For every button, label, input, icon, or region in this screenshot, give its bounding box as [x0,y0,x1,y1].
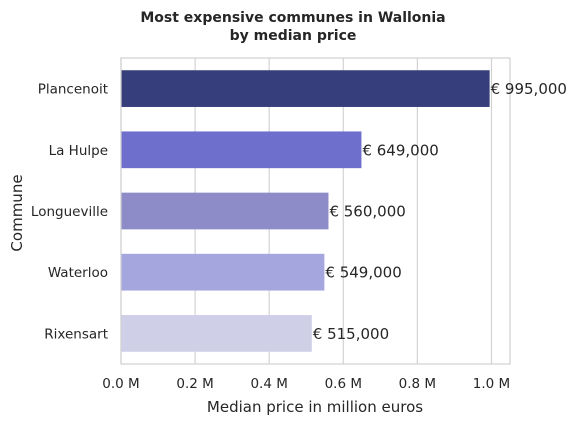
x-tick-label: 0.2 M [176,376,213,392]
chart-title-line1: Most expensive communes in Wallonia [140,10,445,26]
plot-frame [120,57,511,365]
data-labels: € 995,000 € 649,000 € 560,000 € 549,000 € 51… [313,80,567,343]
y-tick-label: Waterloo [48,265,108,281]
data-label: € 995,000 [491,80,567,98]
x-axis-label: Median price in million euros [207,398,423,416]
x-tick-label: 0.4 M [250,376,287,392]
bar [121,315,312,352]
data-label: € 549,000 [325,264,401,282]
y-tick-label: Longueville [31,204,108,220]
y-tick-label: Plancenoit [38,82,108,98]
chart-title-line2: by median price [230,28,357,44]
bar [121,70,490,107]
data-label: € 560,000 [329,203,405,221]
data-label: € 649,000 [362,141,438,159]
y-axis-label: Commune [8,174,26,251]
x-tick-labels: 0.0 M 0.2 M 0.4 M 0.6 M 0.8 M 1.0 M [102,376,510,392]
x-tick-label: 0.8 M [399,376,436,392]
y-tick-label: Rixensart [44,326,108,342]
bar [121,131,362,169]
x-tick-label: 0.0 M [102,376,139,392]
bars [121,70,490,352]
bar [121,192,329,230]
x-tick-label: 1.0 M [473,376,510,392]
x-tick-label: 0.6 M [325,376,362,392]
bar [121,253,325,291]
y-tick-labels: Plancenoit La Hulpe Longueville Waterloo Rix… [31,82,108,343]
data-label: € 515,000 [313,325,389,343]
y-tick-label: La Hulpe [49,143,108,159]
